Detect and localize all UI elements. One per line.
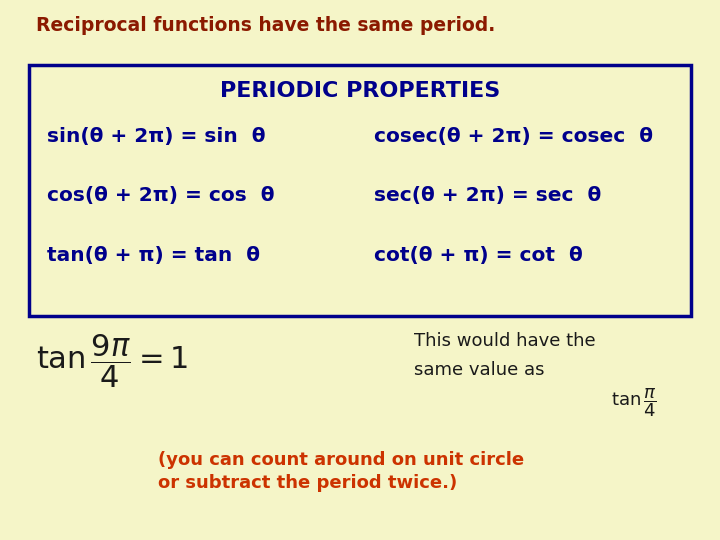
Text: This would have the
same value as: This would have the same value as bbox=[414, 332, 595, 379]
Text: (you can count around on unit circle
or subtract the period twice.): (you can count around on unit circle or … bbox=[158, 451, 525, 492]
Text: cosec(θ + 2π) = cosec  θ: cosec(θ + 2π) = cosec θ bbox=[374, 127, 654, 146]
Text: $\tan\dfrac{\pi}{4}$: $\tan\dfrac{\pi}{4}$ bbox=[611, 386, 657, 418]
Text: $\tan\dfrac{9\pi}{4} = 1$: $\tan\dfrac{9\pi}{4} = 1$ bbox=[36, 332, 189, 390]
Text: tan(θ + π) = tan  θ: tan(θ + π) = tan θ bbox=[47, 246, 260, 265]
Text: Reciprocal functions have the same period.: Reciprocal functions have the same perio… bbox=[36, 16, 495, 35]
Text: cot(θ + π) = cot  θ: cot(θ + π) = cot θ bbox=[374, 246, 583, 265]
Text: PERIODIC PROPERTIES: PERIODIC PROPERTIES bbox=[220, 81, 500, 101]
Text: sin(θ + 2π) = sin  θ: sin(θ + 2π) = sin θ bbox=[47, 127, 265, 146]
FancyBboxPatch shape bbox=[29, 65, 691, 316]
Text: sec(θ + 2π) = sec  θ: sec(θ + 2π) = sec θ bbox=[374, 186, 602, 205]
Text: cos(θ + 2π) = cos  θ: cos(θ + 2π) = cos θ bbox=[47, 186, 274, 205]
